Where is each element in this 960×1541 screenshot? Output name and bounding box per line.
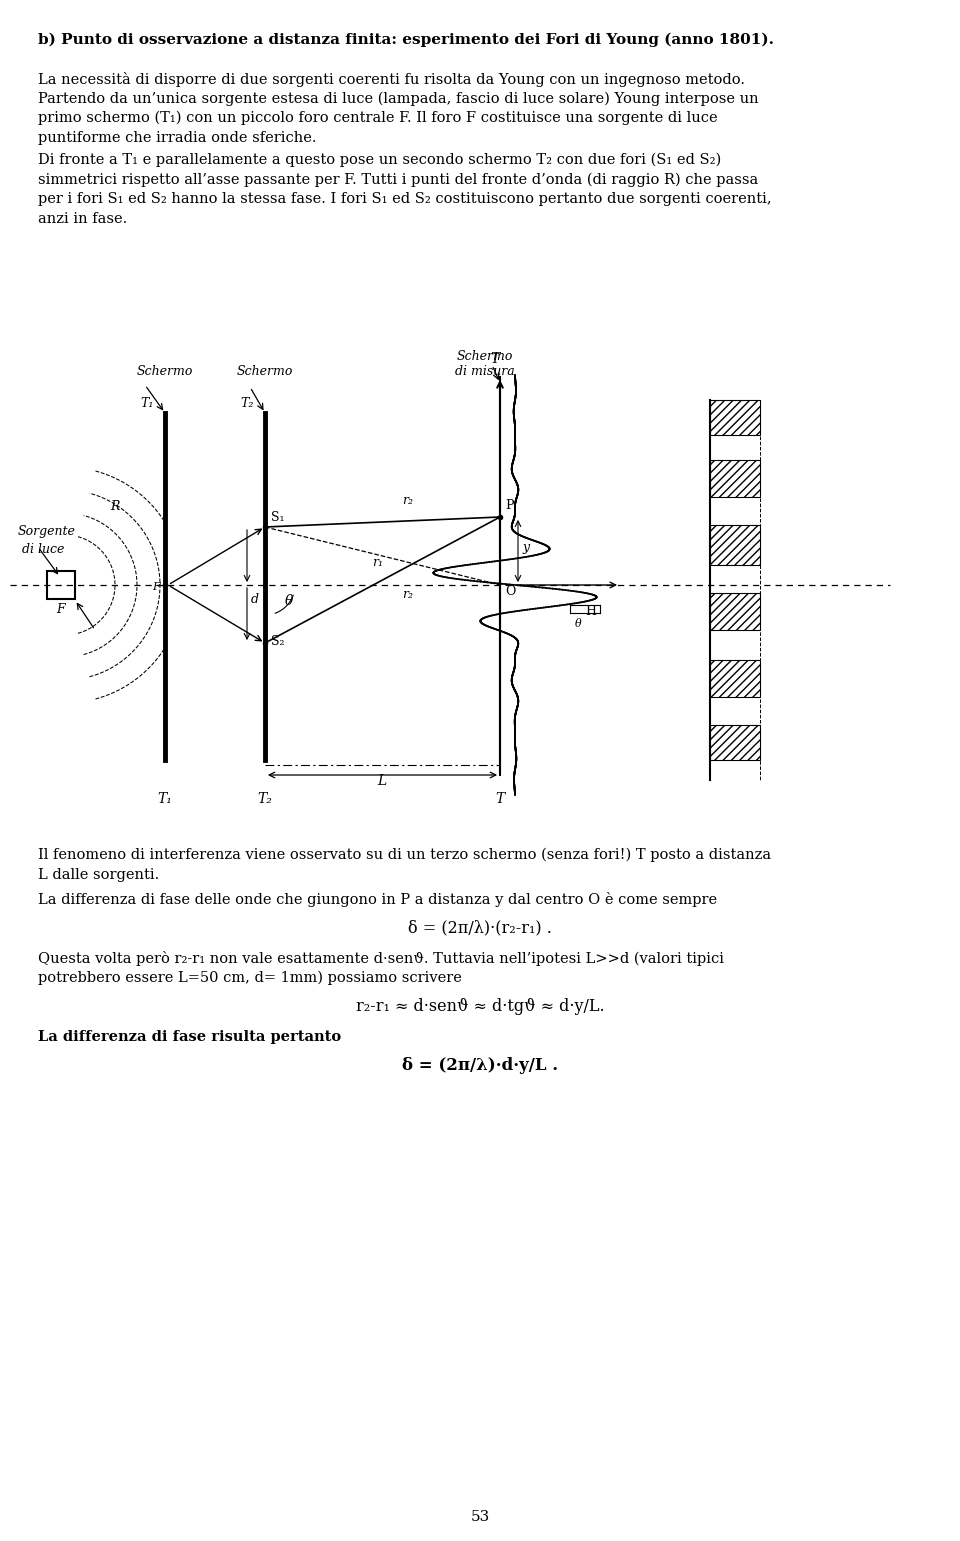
Text: F: F: [152, 582, 159, 592]
Text: θ: θ: [575, 619, 582, 629]
Text: θ: θ: [285, 593, 294, 609]
Bar: [710, 724, 760, 760]
Text: Partendo da un’unica sorgente estesa di luce (lampada, fascio di luce solare) Yo: Partendo da un’unica sorgente estesa di …: [38, 91, 758, 106]
Text: anzi in fase.: anzi in fase.: [38, 211, 128, 225]
Bar: [710, 593, 760, 630]
Text: Di fronte a T₁ e parallelamente a questo pose un secondo schermo T₂ con due fori: Di fronte a T₁ e parallelamente a questo…: [38, 153, 721, 168]
Text: Il fenomeno di interferenza viene osservato su di un terzo schermo (senza fori!): Il fenomeno di interferenza viene osserv…: [38, 848, 771, 863]
Text: L: L: [377, 774, 387, 787]
Text: r₂: r₂: [402, 495, 413, 507]
Bar: [710, 461, 760, 498]
Bar: [710, 660, 760, 697]
Text: T: T: [491, 351, 499, 367]
Text: δ = (2π/λ)·d·y/L .: δ = (2π/λ)·d·y/L .: [402, 1057, 558, 1074]
Text: O: O: [505, 586, 516, 598]
Text: r₁: r₁: [372, 556, 383, 569]
Text: y: y: [522, 541, 529, 555]
Text: T: T: [495, 792, 505, 806]
Text: T₂: T₂: [240, 398, 253, 410]
Text: Schermo: Schermo: [237, 365, 293, 378]
Text: T₁: T₁: [140, 398, 154, 410]
Text: La necessità di disporre di due sorgenti coerenti fu risolta da Young con un ing: La necessità di disporre di due sorgenti…: [38, 72, 745, 86]
Text: R: R: [110, 499, 119, 513]
Text: La differenza di fase delle onde che giungono in P a distanza y dal centro O è c: La differenza di fase delle onde che giu…: [38, 892, 717, 908]
Text: di misura: di misura: [455, 365, 515, 378]
Text: Schermo: Schermo: [137, 365, 193, 378]
Text: H: H: [585, 606, 596, 618]
Text: T₁: T₁: [157, 792, 173, 806]
Text: primo schermo (T₁) con un piccolo foro centrale F. Il foro F costituisce una sor: primo schermo (T₁) con un piccolo foro c…: [38, 111, 718, 125]
Text: T₂: T₂: [257, 792, 273, 806]
Text: Sorgente: Sorgente: [18, 525, 76, 538]
Text: d: d: [251, 593, 259, 606]
Text: per i fori S₁ ed S₂ hanno la stessa fase. I fori S₁ ed S₂ costituiscono pertanto: per i fori S₁ ed S₂ hanno la stessa fase…: [38, 193, 772, 206]
Text: potrebbero essere L=50 cm, d= 1mm) possiamo scrivere: potrebbero essere L=50 cm, d= 1mm) possi…: [38, 971, 462, 985]
Text: S₂: S₂: [271, 635, 284, 649]
Text: F: F: [56, 603, 64, 616]
Text: simmetrici rispetto all’asse passante per F. Tutti i punti del fronte d’onda (di: simmetrici rispetto all’asse passante pe…: [38, 173, 758, 186]
Bar: [710, 525, 760, 566]
Text: P: P: [505, 499, 514, 512]
Text: L dalle sorgenti.: L dalle sorgenti.: [38, 868, 159, 881]
Text: Schermo: Schermo: [457, 350, 514, 364]
Text: Questa volta però r₂-r₁ non vale esattamente d·senϑ. Tuttavia nell’ipotesi L>>d : Questa volta però r₂-r₁ non vale esattam…: [38, 951, 724, 966]
Text: 53: 53: [470, 1510, 490, 1524]
Text: δ = (2π/λ)·(r₂-r₁) .: δ = (2π/λ)·(r₂-r₁) .: [408, 920, 552, 937]
Text: puntiforme che irradia onde sferiche.: puntiforme che irradia onde sferiche.: [38, 131, 317, 145]
Text: La differenza di fase risulta pertanto: La differenza di fase risulta pertanto: [38, 1029, 341, 1043]
Text: S₁: S₁: [271, 512, 284, 524]
Bar: [710, 401, 760, 435]
Text: r₂-r₁ ≈ d·senϑ ≈ d·tgϑ ≈ d·y/L.: r₂-r₁ ≈ d·senϑ ≈ d·tgϑ ≈ d·y/L.: [356, 999, 604, 1016]
Text: r₂: r₂: [402, 589, 413, 601]
Text: b) Punto di osservazione a distanza finita: esperimento dei Fori di Young (anno : b) Punto di osservazione a distanza fini…: [38, 32, 774, 48]
Text: di luce: di luce: [22, 542, 64, 556]
Bar: [47, 572, 75, 599]
